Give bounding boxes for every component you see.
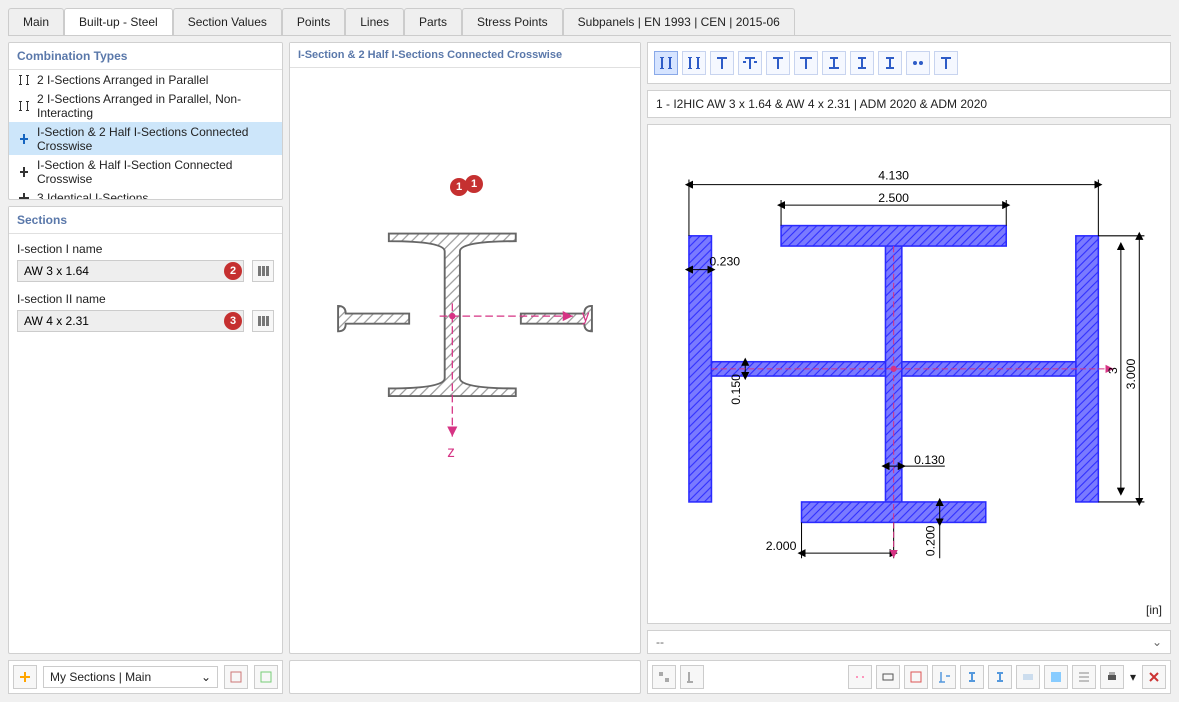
action-btn-1[interactable] — [652, 665, 676, 689]
print-button[interactable] — [1100, 665, 1124, 689]
lib-button-2[interactable] — [254, 665, 278, 689]
svg-text:2.000: 2.000 — [766, 539, 797, 553]
new-button[interactable] — [13, 665, 37, 689]
chevron-down-icon: ⌄ — [201, 670, 211, 684]
section-type-btn-3[interactable] — [710, 51, 734, 75]
action-btn-2[interactable] — [680, 665, 704, 689]
section-type-btn-8[interactable] — [850, 51, 874, 75]
section-type-btn-5[interactable] — [766, 51, 790, 75]
tab-parts[interactable]: Parts — [404, 8, 462, 35]
section-type-btn-9[interactable] — [878, 51, 902, 75]
section1-library-button[interactable] — [252, 260, 274, 282]
annotation-2: 2 — [224, 262, 242, 280]
combination-types-title: Combination Types — [9, 43, 282, 70]
display-btn-4[interactable] — [932, 665, 956, 689]
tab-stress-points[interactable]: Stress Points — [462, 8, 563, 35]
display-btn-1[interactable] — [848, 665, 872, 689]
sections-dropdown[interactable]: My Sections | Main⌄ — [43, 666, 218, 688]
tab-points[interactable]: Points — [282, 8, 345, 35]
section-type-btn-10[interactable] — [906, 51, 930, 75]
svg-text:0.230: 0.230 — [709, 255, 740, 269]
tab-main[interactable]: Main — [8, 8, 64, 35]
svg-text:2.500: 2.500 — [878, 191, 909, 205]
display-btn-6[interactable] — [988, 665, 1012, 689]
svg-text:0.150: 0.150 — [729, 374, 743, 405]
combo-row[interactable]: I-Section & Half I-Section Connected Cro… — [9, 155, 282, 188]
chevron-down-icon[interactable]: ▾ — [1128, 670, 1138, 684]
display-btn-8[interactable] — [1044, 665, 1068, 689]
svg-text:3: 3 — [1106, 367, 1120, 374]
section-type-btn-7[interactable] — [822, 51, 846, 75]
combo-row[interactable]: 3 Identical I-Sections — [9, 188, 282, 200]
right-dropdown[interactable]: --⌄ — [647, 630, 1171, 654]
section-drawing-svg: 4.130 2.500 0.230 0.150 0.130 2.000 0.20… — [648, 125, 1170, 623]
section-type-btn-6[interactable] — [794, 51, 818, 75]
section-type-btn-2[interactable] — [682, 51, 706, 75]
combo-row[interactable]: 2 I-Sections Arranged in Parallel — [9, 70, 282, 89]
schematic-title: I-Section & 2 Half I-Sections Connected … — [290, 43, 640, 68]
schematic-svg: y z — [300, 78, 630, 643]
tab-subpanels[interactable]: Subpanels | EN 1993 | CEN | 2015-06 — [563, 8, 795, 35]
annotation-1-overlay: 1 — [465, 175, 483, 193]
tab-section-values[interactable]: Section Values — [173, 8, 282, 35]
unit-label: [in] — [1146, 603, 1162, 617]
svg-text:3.000: 3.000 — [1124, 358, 1138, 389]
display-btn-7[interactable] — [1016, 665, 1040, 689]
section-info-title: 1 - I2HIC AW 3 x 1.64 & AW 4 x 2.31 | AD… — [647, 90, 1171, 118]
combo-row[interactable]: 2 I-Sections Arranged in Parallel, Non-I… — [9, 89, 282, 122]
section-type-btn-11[interactable] — [934, 51, 958, 75]
section-type-toolbar — [647, 42, 1171, 84]
svg-text:0.200: 0.200 — [924, 525, 938, 556]
chevron-down-icon: ⌄ — [1152, 635, 1162, 649]
section-type-btn-1[interactable] — [654, 51, 678, 75]
section-canvas: 4.130 2.500 0.230 0.150 0.130 2.000 0.20… — [647, 124, 1171, 624]
sections-panel: Sections I-section I name 2 I-section II… — [8, 206, 283, 654]
lib-button-1[interactable] — [224, 665, 248, 689]
combination-types-panel: Combination Types 2 I-Sections Arranged … — [8, 42, 283, 200]
section2-library-button[interactable] — [252, 310, 274, 332]
display-btn-9[interactable] — [1072, 665, 1096, 689]
display-btn-3[interactable] — [904, 665, 928, 689]
svg-text:z: z — [447, 444, 455, 461]
tab-lines[interactable]: Lines — [345, 8, 404, 35]
right-bottom-bar: ▾ — [647, 660, 1171, 694]
section2-input[interactable] — [17, 310, 244, 332]
left-bottom-bar: My Sections | Main⌄ — [8, 660, 283, 694]
section1-label: I-section I name — [17, 242, 274, 256]
display-btn-5[interactable] — [960, 665, 984, 689]
svg-text:y: y — [582, 308, 590, 325]
display-btn-2[interactable] — [876, 665, 900, 689]
reset-button[interactable] — [1142, 665, 1166, 689]
schematic-panel: I-Section & 2 Half I-Sections Connected … — [289, 42, 641, 654]
annotation-3: 3 — [224, 312, 242, 330]
sections-title: Sections — [9, 207, 282, 234]
section1-input[interactable] — [17, 260, 244, 282]
section-type-btn-4[interactable] — [738, 51, 762, 75]
svg-text:4.130: 4.130 — [878, 169, 909, 183]
combo-row-selected[interactable]: I-Section & 2 Half I-Sections Connected … — [9, 122, 282, 155]
mid-spacer — [289, 660, 641, 694]
section2-label: I-section II name — [17, 292, 274, 306]
svg-text:0.130: 0.130 — [914, 453, 945, 467]
tab-bar: Main Built-up - Steel Section Values Poi… — [8, 8, 1171, 36]
tab-builtup-steel[interactable]: Built-up - Steel — [64, 8, 173, 35]
